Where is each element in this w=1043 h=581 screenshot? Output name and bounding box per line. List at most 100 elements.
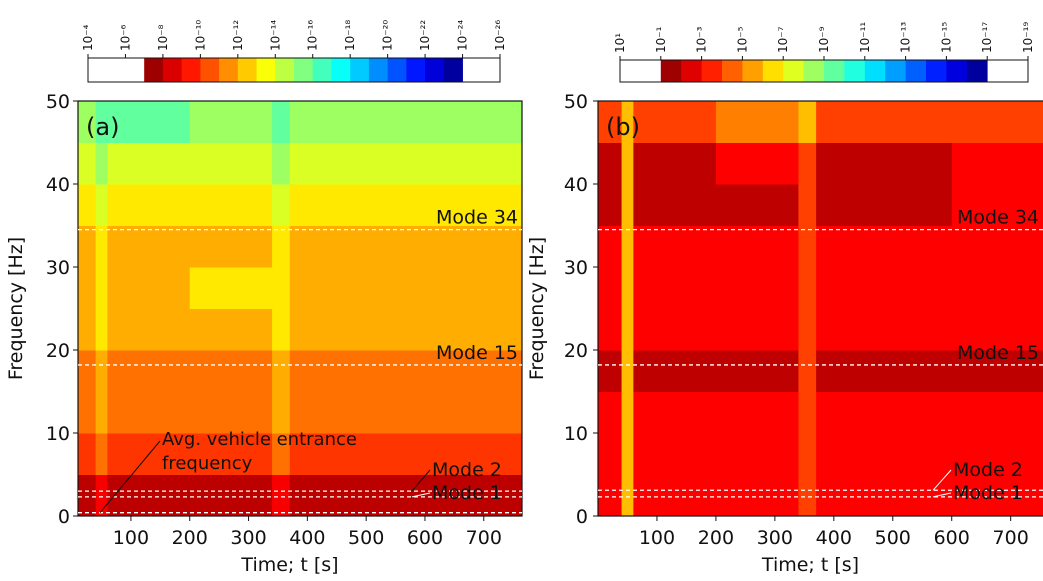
heatmap-cell	[715, 225, 799, 268]
colorbar-band	[701, 60, 723, 82]
x-tick-label: 500	[875, 527, 911, 549]
mode-label: Mode 2	[432, 459, 502, 481]
heatmap-cell	[78, 267, 97, 309]
y-tick-label: 20	[46, 340, 70, 362]
heatmap-cell	[951, 142, 1043, 185]
heatmap-cell	[715, 433, 799, 475]
heatmap-cell	[816, 101, 953, 143]
heatmap-cell	[424, 308, 523, 351]
heatmap-cell	[272, 308, 291, 351]
heatmap-cell	[189, 101, 273, 143]
heatmap-cell	[424, 433, 523, 475]
heatmap-cell	[633, 474, 717, 517]
heatmap-cell	[107, 391, 191, 434]
heatmap-cell	[424, 350, 523, 392]
colorbar-tick-label: 10⁻²⁰	[381, 20, 395, 51]
heatmap-cell	[816, 267, 953, 309]
heatmap-cell	[95, 184, 108, 226]
heatmap-cell	[598, 350, 623, 392]
heatmap-cell	[715, 474, 799, 517]
colorbar-tick-label: 10⁻¹⁵	[939, 22, 953, 53]
colorbar-tick-label: 10⁻²⁶	[493, 20, 507, 51]
heatmap-cell	[621, 474, 634, 517]
heatmap-cell	[95, 225, 108, 268]
colorbar-band	[803, 60, 825, 82]
heatmap-cell	[816, 184, 953, 226]
mode-label: Mode 2	[953, 459, 1023, 481]
heatmap-cell	[633, 267, 717, 309]
colorbar-band	[144, 58, 164, 82]
heatmap-cell	[715, 184, 799, 226]
colorbar-tick-label: 10⁻¹⁰	[193, 20, 207, 51]
heatmap-cell	[95, 391, 108, 434]
heatmap-cell	[598, 474, 623, 517]
plot-frame	[77, 100, 523, 517]
colorbar-tick-label: 10⁻⁴	[81, 24, 95, 51]
heatmap-cell	[95, 350, 108, 392]
x-tick-label: 100	[113, 527, 149, 549]
y-tick-label: 50	[564, 91, 588, 113]
y-tick-label: 50	[46, 91, 70, 113]
heatmap-cell	[107, 101, 191, 143]
heatmap-cell	[78, 101, 97, 143]
y-axis-title: Frequency [Hz]	[526, 237, 548, 380]
mode-label: Mode 15	[957, 342, 1039, 364]
colorbar-tick-label: 10⁻¹²	[231, 20, 245, 51]
heatmap-cell	[598, 391, 623, 434]
heatmap-cell	[816, 142, 953, 185]
heatmap-cell	[798, 184, 817, 226]
colorbar-band	[722, 60, 743, 82]
heatmap-cell	[272, 350, 291, 392]
heatmap-cell	[598, 308, 623, 351]
heatmap-cell	[633, 101, 717, 143]
heatmap-cell	[95, 433, 108, 475]
heatmap-cell	[951, 350, 1043, 392]
colorbar-tick-label: 10⁻⁹	[817, 26, 831, 53]
y-tick-label: 0	[576, 506, 588, 528]
heatmap-cell	[798, 267, 817, 309]
heatmap-cell	[816, 225, 953, 268]
colorbar-band	[200, 58, 220, 82]
heatmap-cell	[621, 142, 634, 185]
leader-line	[411, 469, 431, 492]
colorbar-band	[219, 58, 239, 82]
colorbar-frame	[87, 57, 501, 83]
heatmap-cell	[633, 142, 717, 185]
colorbar-band	[885, 60, 906, 82]
y-tick-label: 40	[46, 174, 70, 196]
x-tick-label: 200	[698, 527, 734, 549]
mode-label: Mode 1	[953, 482, 1023, 504]
heatmap-cell	[621, 391, 634, 434]
heatmap-cell	[798, 142, 817, 185]
heatmap-cell	[272, 474, 291, 517]
heatmap-cell	[424, 225, 523, 268]
heatmap-cell	[189, 267, 273, 309]
heatmap-cell	[633, 350, 717, 392]
colorbar-tick-label: 10⁻¹	[654, 26, 668, 53]
y-tick-label: 40	[564, 174, 588, 196]
heatmap-cell	[621, 101, 634, 143]
heatmap-cell	[621, 350, 634, 392]
heatmap-cell	[951, 101, 1043, 143]
colorbar-tick-label: 10⁻⁷	[776, 26, 790, 53]
heatmap-cell	[598, 225, 623, 268]
y-tick-label: 30	[46, 257, 70, 279]
heatmap-cell	[633, 391, 717, 434]
heatmap-cell	[289, 474, 426, 517]
colorbar-band	[443, 58, 463, 82]
heatmap-cell	[107, 142, 191, 185]
colorbar-band	[864, 60, 886, 82]
heatmap-cell	[78, 350, 97, 392]
heatmap-cell	[621, 433, 634, 475]
heatmap-cell	[715, 101, 799, 143]
heatmap-cell	[715, 142, 799, 185]
heatmap-cell	[107, 350, 191, 392]
heatmap-cell	[289, 267, 426, 309]
x-tick-label: 100	[639, 527, 675, 549]
x-axis-title: Time; t [s]	[761, 554, 859, 576]
heatmap-cell	[189, 350, 273, 392]
colorbar-band	[181, 58, 201, 82]
heatmap-cell	[951, 267, 1043, 309]
heatmap-cell	[621, 267, 634, 309]
heatmap-cell	[715, 308, 799, 351]
